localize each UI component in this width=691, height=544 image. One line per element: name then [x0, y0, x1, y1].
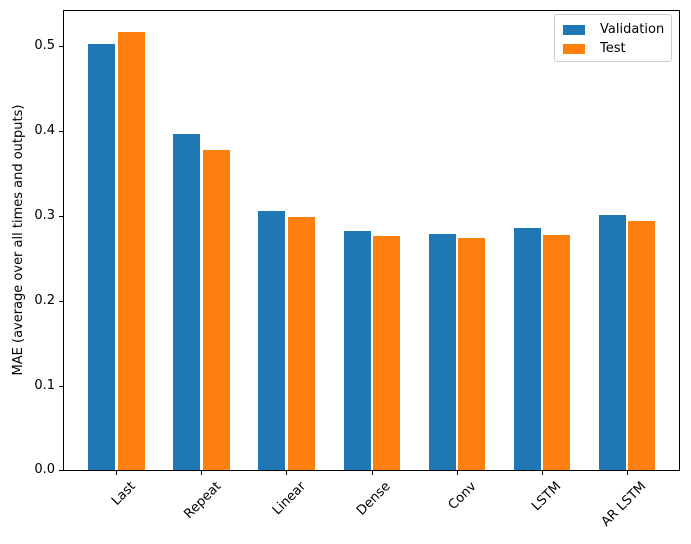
- x-tick-label: Linear: [269, 479, 310, 519]
- x-tick: [116, 471, 117, 475]
- legend-entry-test: Test: [563, 39, 671, 58]
- y-tick-label: 0.5: [34, 38, 55, 53]
- bar-test-conv: [458, 238, 485, 470]
- x-tick: [457, 471, 458, 475]
- x-tick: [542, 471, 543, 475]
- y-tick: [59, 131, 63, 132]
- x-tick-label: Conv: [445, 479, 480, 513]
- bar-validation-repeat: [173, 134, 200, 470]
- x-tick: [201, 471, 202, 475]
- y-tick: [59, 301, 63, 302]
- y-axis-label: MAE (average over all times and outputs): [11, 104, 26, 376]
- bar-test-repeat: [203, 150, 230, 470]
- legend-label: Test: [600, 40, 626, 56]
- bar-validation-conv: [429, 234, 456, 470]
- y-tick-label: 0.0: [34, 462, 55, 477]
- bar-validation-last: [88, 44, 115, 470]
- y-tick: [59, 386, 63, 387]
- bar-validation-dense: [344, 231, 371, 470]
- x-tick-label: LSTM: [529, 479, 565, 515]
- y-tick-label: 0.2: [34, 293, 55, 308]
- bar-validation-ar-lstm: [599, 215, 626, 470]
- legend-swatch-test: [563, 43, 585, 54]
- x-tick: [286, 471, 287, 475]
- x-tick: [627, 471, 628, 475]
- y-tick: [59, 46, 63, 47]
- x-tick-label: Repeat: [180, 479, 224, 522]
- y-tick: [59, 470, 63, 471]
- x-tick: [372, 471, 373, 475]
- x-tick-label: Last: [109, 479, 139, 509]
- plot-area: [63, 10, 680, 471]
- legend-entry-validation: Validation: [563, 20, 671, 39]
- bar-test-linear: [288, 217, 315, 470]
- legend-label: Validation: [600, 21, 665, 37]
- x-tick-label: Dense: [354, 479, 395, 519]
- legend: Validation Test: [554, 14, 672, 62]
- legend-swatch-validation: [563, 24, 585, 35]
- bar-validation-lstm: [514, 228, 541, 470]
- y-tick-label: 0.4: [34, 123, 55, 138]
- x-tick-label: AR LSTM: [598, 479, 650, 530]
- y-tick-label: 0.1: [34, 378, 55, 393]
- bar-validation-linear: [258, 211, 285, 470]
- y-tick-label: 0.3: [34, 208, 55, 223]
- bar-test-lstm: [543, 235, 570, 470]
- bar-test-last: [118, 32, 145, 470]
- bar-test-dense: [373, 236, 400, 470]
- bar-test-ar-lstm: [628, 221, 655, 470]
- y-tick: [59, 216, 63, 217]
